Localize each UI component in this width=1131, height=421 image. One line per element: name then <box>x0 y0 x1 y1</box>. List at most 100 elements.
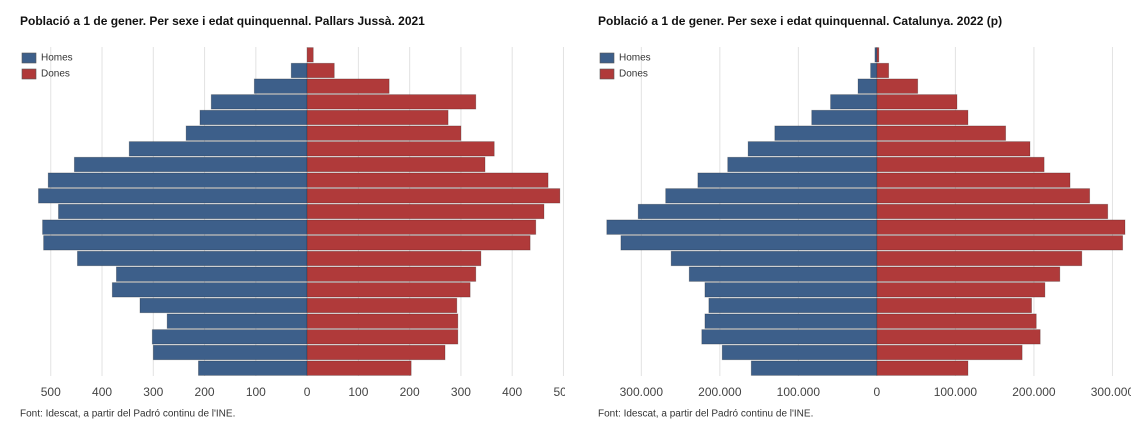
bar <box>750 360 878 376</box>
bar <box>306 313 459 329</box>
bar <box>606 219 878 235</box>
bar <box>306 156 486 173</box>
bar <box>73 156 308 173</box>
x-tick-label: 0 <box>874 385 881 399</box>
x-tick-label: 100 <box>348 385 368 399</box>
bar <box>876 156 1045 173</box>
bar <box>306 235 531 251</box>
x-tick-label: 400 <box>92 385 112 399</box>
bar <box>870 62 878 79</box>
x-tick-label: 300 <box>143 385 163 399</box>
x-tick-label: 300.000 <box>620 385 664 399</box>
bar <box>727 156 878 173</box>
bar <box>306 172 549 188</box>
bar <box>306 94 477 110</box>
bar <box>199 109 308 126</box>
bar <box>290 62 308 79</box>
bar <box>198 360 308 376</box>
bar <box>876 360 969 376</box>
bar <box>747 141 878 157</box>
bar <box>306 62 335 79</box>
bar <box>111 282 308 298</box>
legend-swatch <box>599 52 615 64</box>
bar <box>47 172 308 188</box>
legend-swatch <box>599 68 615 80</box>
bar <box>58 203 308 220</box>
bar <box>166 313 308 329</box>
x-tick-label: 100 <box>246 385 266 399</box>
bar <box>701 329 878 345</box>
bar <box>708 297 878 314</box>
bar <box>811 109 878 126</box>
x-tick-label: 300.000 <box>1091 385 1131 399</box>
source-note: Font: Idescat, a partir del Padró contin… <box>598 409 813 420</box>
bar <box>876 94 958 110</box>
bar <box>306 282 471 298</box>
bar <box>876 250 1083 267</box>
bar <box>876 235 1124 251</box>
x-tick-label: 500 <box>41 385 61 399</box>
bar <box>876 329 1041 345</box>
bar <box>876 219 1126 235</box>
bar <box>830 94 878 110</box>
legend-label: Dones <box>619 69 648 80</box>
bar <box>876 78 919 94</box>
bar <box>210 94 308 110</box>
bar <box>876 344 1023 361</box>
bar <box>152 344 308 361</box>
source-note: Font: Idescat, a partir del Padró contin… <box>20 409 235 420</box>
bar <box>306 47 314 63</box>
bar <box>306 109 449 126</box>
legend-swatch <box>21 68 37 80</box>
x-tick-label: 200 <box>400 385 420 399</box>
bar <box>42 219 308 235</box>
bar <box>139 297 308 314</box>
bar <box>876 282 1046 298</box>
bar <box>43 235 308 251</box>
bar <box>38 188 308 204</box>
bar <box>637 203 878 220</box>
x-tick-label: 100.000 <box>777 385 821 399</box>
bar <box>876 203 1109 220</box>
bar <box>721 344 878 361</box>
bar <box>670 250 878 267</box>
bar <box>115 266 308 282</box>
legend-label: Homes <box>41 53 73 64</box>
legend-label: Dones <box>41 69 70 80</box>
bar <box>704 282 878 298</box>
x-tick-label: 300 <box>451 385 471 399</box>
bar <box>306 141 495 157</box>
bar <box>185 125 308 141</box>
bar <box>306 344 446 361</box>
bar <box>876 109 969 126</box>
bar <box>876 125 1007 141</box>
bar <box>306 266 477 282</box>
bar <box>306 329 459 345</box>
x-tick-label: 200.000 <box>698 385 742 399</box>
bar <box>876 313 1037 329</box>
bar <box>306 297 458 314</box>
chart-title: Població a 1 de gener. Per sexe i edat q… <box>598 14 1002 28</box>
bar <box>876 172 1071 188</box>
x-tick-label: 500 <box>553 385 565 399</box>
bar <box>306 360 412 376</box>
bar <box>876 47 880 63</box>
x-tick-label: 200 <box>195 385 215 399</box>
x-tick-label: 100.000 <box>934 385 978 399</box>
bar <box>306 250 482 267</box>
bar <box>620 235 878 251</box>
bar <box>876 141 1031 157</box>
legend-label: Homes <box>619 53 651 64</box>
bar <box>306 203 545 220</box>
bar <box>876 188 1091 204</box>
x-tick-label: 200.000 <box>1012 385 1056 399</box>
bar <box>151 329 308 345</box>
chart: Població a 1 de gener. Per sexe i edat q… <box>20 14 565 420</box>
bar <box>306 188 561 204</box>
bar <box>253 78 308 94</box>
bar <box>704 313 878 329</box>
bar <box>688 266 878 282</box>
bar <box>876 62 890 79</box>
bar <box>774 125 878 141</box>
